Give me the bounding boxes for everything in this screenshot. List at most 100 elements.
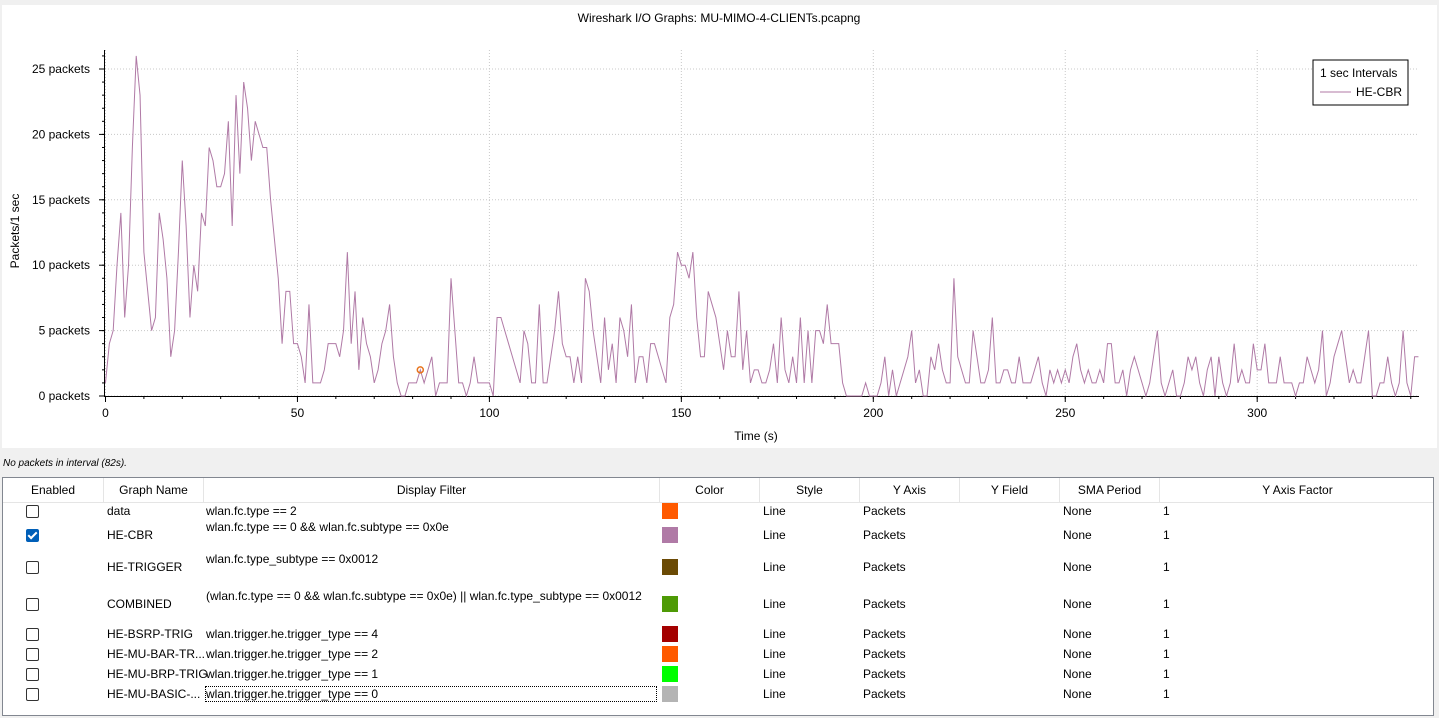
sma-period-cell[interactable]: None <box>1063 667 1092 681</box>
display-filter-cell[interactable]: wlan.fc.type == 0 && wlan.fc.subtype == … <box>206 519 449 534</box>
enabled-checkbox[interactable] <box>26 688 39 701</box>
display-filter-cell[interactable]: wlan.trigger.he.trigger_type == 4 <box>206 627 379 641</box>
display-filter-cell[interactable]: wlan.trigger.he.trigger_type == 2 <box>206 647 379 661</box>
y-axis-factor-cell[interactable]: 1 <box>1163 503 1170 518</box>
y-axis-label: Packets/1 sec <box>8 194 22 269</box>
style-cell[interactable]: Line <box>763 503 786 518</box>
y-axis-factor-cell[interactable]: 1 <box>1163 527 1170 542</box>
style-cell[interactable]: Line <box>763 667 786 681</box>
enabled-checkbox[interactable] <box>26 504 39 518</box>
style-cell[interactable]: Line <box>763 647 786 661</box>
sma-period-cell[interactable]: None <box>1063 597 1092 611</box>
header-enabled[interactable]: Enabled <box>3 478 104 502</box>
color-swatch[interactable] <box>662 559 678 575</box>
y-axis-factor-cell[interactable]: 1 <box>1163 667 1170 681</box>
y-axis-cell[interactable]: Packets <box>863 503 906 518</box>
y-tick-label: 15 packets <box>32 193 90 207</box>
legend-title: 1 sec Intervals <box>1320 66 1397 80</box>
style-cell[interactable]: Line <box>763 597 786 611</box>
table-row[interactable]: HE-TRIGGER wlan.fc.type_subtype == 0x0012… <box>3 550 1433 584</box>
display-filter-cell[interactable]: wlan.trigger.he.trigger_type == 1 <box>206 667 379 681</box>
table-row[interactable]: HE-BSRP-TRIG wlan.trigger.he.trigger_type… <box>3 624 1433 644</box>
color-swatch[interactable] <box>662 646 678 662</box>
y-axis-cell[interactable]: Packets <box>863 627 906 641</box>
x-tick-label: 200 <box>863 406 883 420</box>
io-graph-plot-area[interactable]: Wireshark I/O Graphs: MU-MIMO-4-CLIENTs.… <box>2 5 1437 448</box>
interval-marker <box>416 366 425 374</box>
grid <box>105 50 1419 397</box>
header-sma-period[interactable]: SMA Period <box>1060 478 1160 502</box>
tick-labels: 0 50 100 150 200 250 300 0 packets 5 packets 10 p… <box>32 62 1268 420</box>
x-tick-label: 50 <box>291 406 305 420</box>
color-swatch[interactable] <box>662 626 678 642</box>
table-row[interactable]: HE-CBR wlan.fc.type == 0 && wlan.fc.subty… <box>3 519 1433 550</box>
graph-name-cell[interactable]: HE-MU-BRP-TRIG <box>107 667 208 681</box>
style-cell[interactable]: Line <box>763 687 786 701</box>
y-axis-cell[interactable]: Packets <box>863 647 906 661</box>
graph-name-cell[interactable]: HE-CBR <box>107 527 154 542</box>
table-row[interactable]: HE-MU-BASIC-... wlan.trigger.he.trigger_t… <box>3 684 1433 704</box>
enabled-checkbox[interactable] <box>26 598 39 611</box>
y-axis-factor-cell[interactable]: 1 <box>1163 647 1170 661</box>
graph-name-cell[interactable]: data <box>107 503 131 518</box>
y-axis-cell[interactable]: Packets <box>863 667 906 681</box>
display-filter-cell[interactable]: (wlan.fc.type == 0 && wlan.fc.subtype ==… <box>206 589 642 603</box>
sma-period-cell[interactable]: None <box>1063 560 1092 574</box>
color-swatch[interactable] <box>662 526 678 543</box>
enabled-checkbox[interactable] <box>26 561 39 574</box>
enabled-checkbox[interactable] <box>26 628 39 641</box>
y-axis-cell[interactable]: Packets <box>863 597 906 611</box>
header-style[interactable]: Style <box>760 478 860 502</box>
table-row[interactable]: COMBINED (wlan.fc.type == 0 && wlan.fc.su… <box>3 584 1433 624</box>
sma-period-cell[interactable]: None <box>1063 527 1092 542</box>
enabled-checkbox[interactable] <box>26 668 39 681</box>
style-cell[interactable]: Line <box>763 527 786 542</box>
y-axis-factor-cell[interactable]: 1 <box>1163 627 1170 641</box>
color-swatch[interactable] <box>662 686 678 702</box>
style-cell[interactable]: Line <box>763 627 786 641</box>
header-y-field[interactable]: Y Field <box>960 478 1060 502</box>
enabled-checkbox[interactable] <box>26 528 39 542</box>
y-axis-cell[interactable]: Packets <box>863 687 906 701</box>
display-filter-editor[interactable]: wlan.trigger.he.trigger_type == 0 <box>205 686 657 702</box>
header-display-filter[interactable]: Display Filter <box>204 478 660 502</box>
y-tick-label: 20 packets <box>32 127 90 141</box>
graph-name-cell[interactable]: HE-TRIGGER <box>107 560 183 574</box>
y-tick-label: 10 packets <box>32 258 90 272</box>
header-graph-name[interactable]: Graph Name <box>104 478 204 502</box>
table-row[interactable]: data wlan.fc.type == 2 Line Packets None 1 <box>3 502 1433 519</box>
legend-series-label: HE-CBR <box>1356 85 1402 99</box>
x-tick-label: 150 <box>671 406 691 420</box>
legend: 1 sec Intervals HE-CBR <box>1312 59 1409 106</box>
y-axis-factor-cell[interactable]: 1 <box>1163 560 1170 574</box>
table-header: Enabled Graph Name Display Filter Color … <box>3 478 1433 503</box>
enabled-checkbox[interactable] <box>26 648 39 661</box>
table-row[interactable]: HE-MU-BAR-TR... wlan.trigger.he.trigger_t… <box>3 644 1433 664</box>
y-axis-cell[interactable]: Packets <box>863 560 906 574</box>
y-axis-factor-cell[interactable]: 1 <box>1163 597 1170 611</box>
color-swatch[interactable] <box>662 502 678 519</box>
display-filter-cell[interactable]: wlan.fc.type == 2 <box>206 503 297 518</box>
display-filter-cell[interactable]: wlan.fc.type_subtype == 0x0012 <box>206 552 379 566</box>
sma-period-cell[interactable]: None <box>1063 627 1092 641</box>
sma-period-cell[interactable]: None <box>1063 503 1092 518</box>
table-row[interactable]: HE-MU-BRP-TRIG wlan.trigger.he.trigger_ty… <box>3 664 1433 684</box>
header-y-axis-factor[interactable]: Y Axis Factor <box>1262 483 1333 497</box>
header-color[interactable]: Color <box>660 478 760 502</box>
header-y-axis[interactable]: Y Axis <box>860 478 960 502</box>
io-graph-chart[interactable]: Wireshark I/O Graphs: MU-MIMO-4-CLIENTs.… <box>2 5 1437 448</box>
style-cell[interactable]: Line <box>763 560 786 574</box>
graph-name-cell[interactable]: HE-BSRP-TRIG <box>107 627 194 641</box>
color-swatch[interactable] <box>662 666 678 682</box>
sma-period-cell[interactable]: None <box>1063 647 1092 661</box>
x-tick-label: 0 <box>102 406 109 420</box>
graph-list-table[interactable]: Enabled Graph Name Display Filter Color … <box>2 477 1434 716</box>
y-axis-factor-cell[interactable]: 1 <box>1163 687 1170 701</box>
sma-period-cell[interactable]: None <box>1063 687 1092 701</box>
y-axis-cell[interactable]: Packets <box>863 527 906 542</box>
graph-name-cell[interactable]: HE-MU-BASIC-... <box>107 687 201 701</box>
axes <box>99 50 1419 402</box>
graph-name-cell[interactable]: COMBINED <box>107 597 172 611</box>
graph-name-cell[interactable]: HE-MU-BAR-TR... <box>107 647 205 661</box>
color-swatch[interactable] <box>662 596 678 612</box>
